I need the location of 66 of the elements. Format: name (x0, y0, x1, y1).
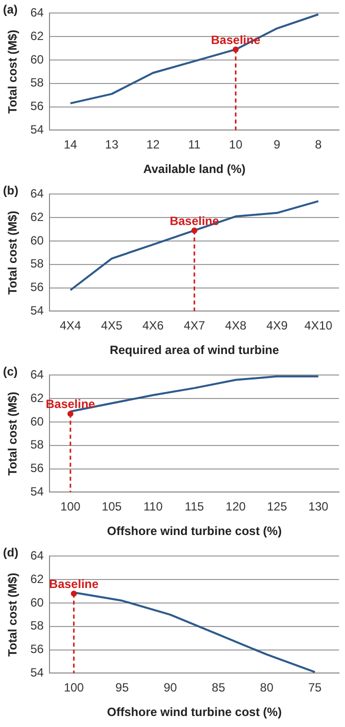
y-tick-label: 60 (30, 233, 44, 248)
y-tick-label: 54 (30, 304, 44, 318)
y-tick-label: 56 (30, 99, 44, 114)
y-tick-label: 60 (30, 595, 44, 610)
y-tick-label: 64 (30, 6, 44, 20)
x-tick-label: 4X5 (101, 318, 123, 333)
x-tick-label: 12 (146, 138, 160, 152)
y-tick-label: 62 (30, 572, 44, 586)
y-tick-label: 54 (30, 484, 44, 499)
x-axis-title: Offshore wind turbine cost (%) (107, 524, 282, 538)
x-tick-label: 100 (60, 500, 81, 514)
y-tick-label: 64 (30, 368, 44, 382)
y-tick-label: 54 (30, 122, 44, 137)
y-tick-label: 58 (30, 76, 44, 90)
x-tick-label: 120 (226, 500, 246, 514)
chart-title: (a) (3, 2, 18, 16)
x-tick-label: 80 (260, 680, 274, 695)
chart-title: (c) (3, 364, 18, 378)
y-axis-title: Total cost (M$) (6, 572, 20, 657)
y-axis-title: Total cost (M$) (6, 30, 20, 114)
annotation: Baseline (46, 397, 96, 412)
x-tick-label: 130 (308, 500, 329, 514)
y-tick-label: 60 (30, 414, 44, 428)
x-tick-label: 10 (229, 138, 243, 152)
y-tick-label: 58 (30, 438, 44, 452)
x-axis-title: Offshore wind turbine cost (%) (107, 705, 282, 720)
x-axis-title: Available land (%) (143, 162, 246, 176)
x-tick-label: 125 (267, 500, 288, 514)
y-tick-label: 64 (30, 186, 44, 201)
x-tick-label: 4X4 (60, 318, 82, 333)
x-tick-label: 4X10 (304, 318, 333, 333)
x-tick-label: 4X9 (266, 318, 288, 333)
y-tick-label: 56 (30, 280, 44, 294)
y-tick-label: 56 (30, 642, 44, 656)
y-tick-label: 62 (30, 390, 44, 405)
y-tick-label: 60 (30, 52, 44, 66)
y-tick-label: 62 (30, 28, 44, 43)
y-tick-label: 58 (30, 618, 44, 633)
x-tick-label: 9 (274, 138, 281, 152)
x-tick-label: 95 (115, 680, 130, 695)
x-tick-label: 75 (308, 680, 322, 695)
y-axis-title: Total cost (M$) (6, 210, 20, 295)
y-tick-label: 64 (30, 548, 44, 563)
x-tick-label: 115 (184, 500, 204, 514)
x-tick-label: 4X7 (184, 318, 206, 333)
y-axis-title: Total cost (M$) (6, 392, 20, 476)
chart-title: (d) (3, 545, 18, 560)
x-tick-label: 8 (314, 138, 322, 152)
y-tick-label: 62 (30, 210, 44, 224)
annotation: Baseline (49, 576, 99, 591)
annotation: Baseline (170, 214, 220, 228)
y-tick-label: 58 (30, 256, 44, 271)
x-tick-label: 4X8 (225, 318, 247, 333)
x-axis-title: Required area of wind turbine (110, 343, 280, 358)
x-tick-label: 85 (212, 680, 226, 695)
x-tick-label: 105 (102, 500, 122, 514)
x-tick-label: 11 (188, 138, 201, 152)
x-tick-label: 90 (164, 680, 178, 695)
chart-title: (b) (3, 183, 18, 198)
y-tick-label: 56 (30, 461, 44, 476)
x-tick-label: 13 (105, 138, 119, 152)
y-tick-label: 54 (30, 666, 44, 680)
x-tick-label: 4X6 (142, 318, 164, 333)
x-tick-label: 14 (64, 138, 78, 152)
x-tick-label: 100 (64, 680, 84, 695)
x-tick-label: 110 (143, 500, 163, 514)
